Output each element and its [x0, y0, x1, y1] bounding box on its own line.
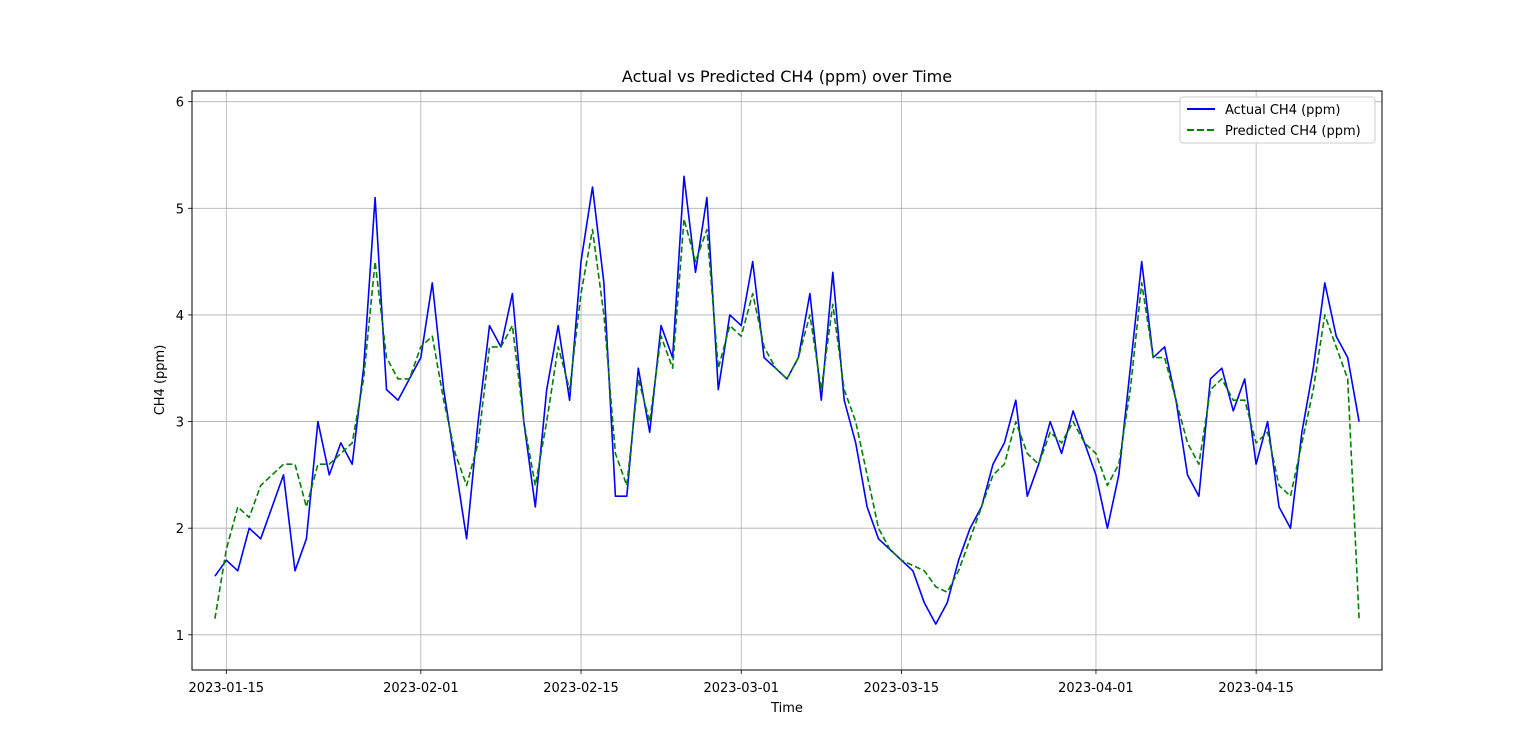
legend-frame [1179, 96, 1376, 144]
x-tick-label: 2023-02-15 [543, 681, 619, 696]
y-tick-label: 4 [176, 309, 184, 324]
y-tick-label: 5 [176, 202, 184, 217]
y-tick-label: 2 [176, 522, 184, 537]
legend-label-predicted: Predicted CH4 (ppm) [1225, 124, 1361, 139]
grid [192, 91, 1382, 670]
x-tick-label: 2023-03-15 [864, 681, 940, 696]
legend-label-actual: Actual CH4 (ppm) [1225, 103, 1340, 118]
y-tick-label: 1 [176, 629, 184, 644]
series-line-predicted [214, 218, 1360, 619]
legend: Actual CH4 (ppm) Predicted CH4 (ppm) [1179, 96, 1376, 144]
x-tick-label: 2023-04-15 [1218, 681, 1294, 696]
x-tick-label: 2023-02-01 [383, 681, 459, 696]
plot-area [191, 90, 1383, 671]
y-tick-label: 3 [176, 416, 184, 431]
x-tick-label: 2023-01-15 [189, 681, 265, 696]
y-tick-label: 6 [176, 96, 184, 111]
x-axis-label: Time [770, 701, 803, 716]
chart-title: Actual vs Predicted CH4 (ppm) over Time [622, 67, 952, 86]
x-tick-label: 2023-04-01 [1058, 681, 1134, 696]
ticks: 2023-01-15 2023-02-01 2023-02-15 2023-03-01… [176, 96, 1294, 696]
series-line-actual [214, 175, 1360, 625]
series-layer [214, 175, 1360, 625]
x-tick-label: 2023-03-01 [703, 681, 779, 696]
y-axis-label: CH4 (ppm) [153, 345, 168, 416]
